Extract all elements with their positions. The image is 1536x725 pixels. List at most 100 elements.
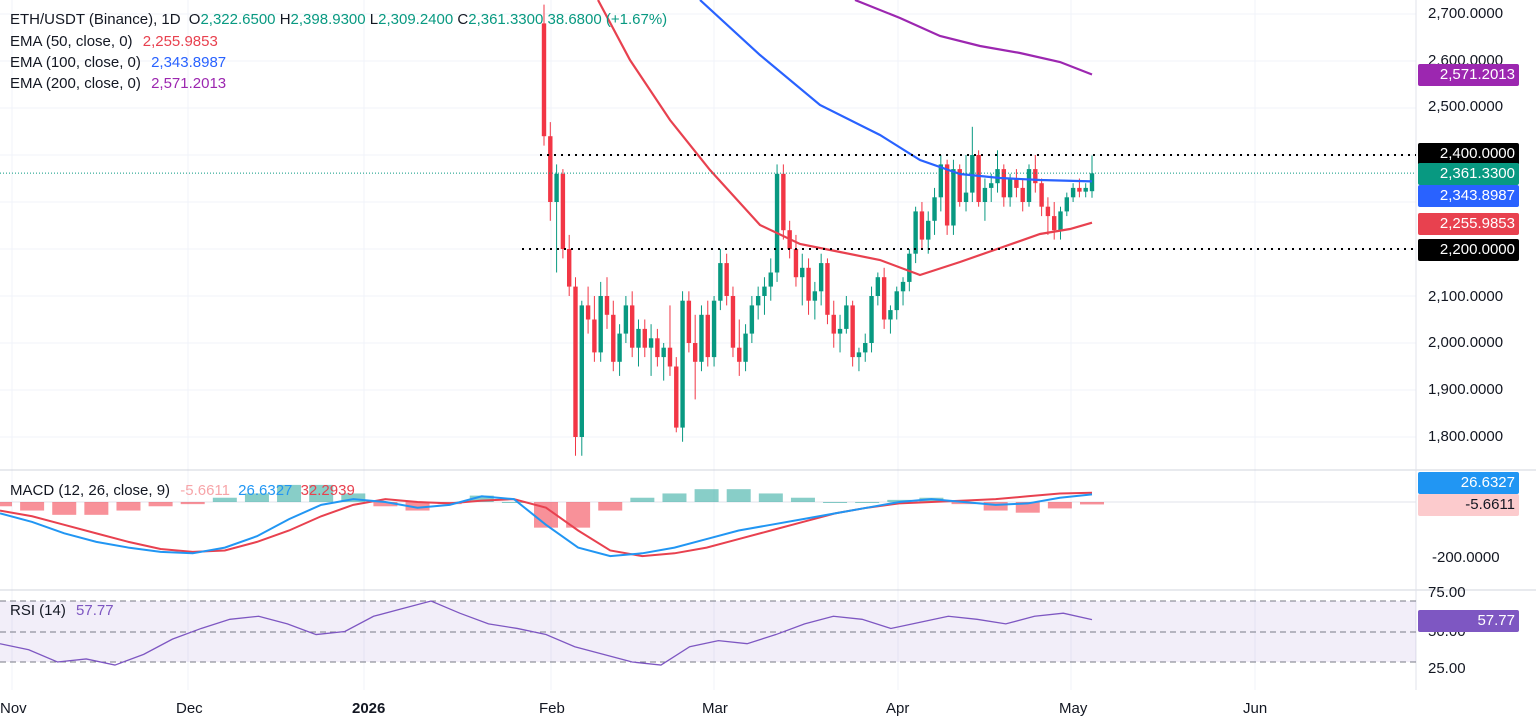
macd-histogram-bar [1080, 502, 1104, 505]
macd-histogram-bar [341, 493, 366, 502]
macd-tick-label: -200.0000 [1432, 549, 1500, 566]
macd-value: 26.6327 [238, 482, 293, 499]
time-tick-label: May [1059, 700, 1088, 717]
candle-body [579, 305, 584, 437]
candle-body [623, 305, 629, 334]
candle-body [1014, 178, 1019, 188]
candle-body [875, 277, 881, 296]
candle-body [825, 263, 830, 315]
macd-histogram-bar [373, 502, 398, 507]
candle-body [762, 286, 767, 296]
grid [0, 0, 1416, 690]
candle-body [674, 366, 679, 428]
candle-body [976, 155, 981, 202]
rsi-tick-label: 75.00 [1428, 584, 1466, 601]
price-tick-label: 2,500.0000 [1428, 98, 1504, 115]
candle-body [548, 136, 553, 202]
candle-body [686, 300, 692, 343]
macd-histogram-bar [887, 499, 912, 502]
macd-histogram-bar [630, 497, 655, 502]
candle-body [711, 300, 717, 358]
candle-body [699, 314, 704, 362]
ema200-label: EMA (200, close, 0) [10, 75, 141, 92]
price-tick-label: 2,000.0000 [1428, 334, 1504, 351]
ema100-value: 2,343.8987 [151, 54, 227, 71]
rsi-legend: RSI (14) 57.77 [10, 601, 114, 621]
rsi-label: RSI (14) [10, 602, 66, 619]
macd-histogram-bar [598, 502, 623, 511]
candle-body [800, 267, 805, 278]
candle-body [793, 249, 799, 278]
macd-histogram-bar [244, 493, 269, 502]
time-tick-label: Mar [702, 700, 728, 717]
candle-body [541, 23, 547, 137]
macd-histogram-bar [20, 502, 45, 511]
ema50-label: EMA (50, close, 0) [10, 33, 133, 50]
macd-legend: MACD (12, 26, close, 9) -5.6611 26.6327 … [10, 481, 355, 501]
candle-body [963, 192, 969, 202]
macd-histogram-bar [694, 489, 719, 502]
ema200-value: 2,571.2013 [151, 75, 227, 92]
candle-body [755, 296, 761, 306]
time-tick-label: Nov [0, 700, 27, 717]
macd-histogram-bar [501, 502, 526, 503]
macd-line [0, 493, 1093, 558]
macd-histogram-bar [469, 495, 494, 502]
rsi-line [0, 600, 1093, 666]
candle-body [837, 328, 843, 334]
candle-body [951, 169, 956, 226]
high-label: H [279, 11, 291, 28]
macd-histogram-bar [951, 502, 976, 505]
candle-body [888, 310, 893, 320]
macd-histogram-bar [148, 502, 173, 507]
candle-body [982, 187, 988, 202]
candle-body [730, 296, 736, 348]
candle-body [806, 267, 811, 301]
ema100-price-tag: 2,343.8987 [1418, 185, 1519, 207]
close-label: C [457, 11, 469, 28]
rsi-value: 57.77 [76, 602, 114, 619]
symbol-name: ETH/USDT (Binance), 1D [10, 11, 181, 28]
macd-signal-value: 32.2939 [300, 482, 355, 499]
macd-hist-tag: -5.6611 [1418, 494, 1519, 516]
candle-body [1089, 173, 1095, 192]
candle-body [1083, 187, 1088, 192]
candle-body [1007, 178, 1013, 198]
macd-histogram-bar [758, 493, 783, 502]
candle-body [680, 300, 685, 428]
macd-pane [0, 484, 1416, 558]
candle-body [1045, 206, 1051, 217]
ema100-legend: EMA (100, close, 0) 2,343.8987 [10, 53, 226, 73]
rsi-value-tag: 57.77 [1418, 610, 1519, 632]
rsi-pane [0, 600, 1093, 666]
macd-histogram-bar [823, 502, 848, 503]
macd-histogram-bar [212, 497, 237, 502]
level-2200-price-tag: 2,200.0000 [1418, 239, 1519, 261]
last-price-tag: 2,361.3300 [1418, 163, 1519, 185]
time-tick-label: Apr [886, 700, 910, 717]
time-tick-label: Jun [1243, 700, 1268, 717]
macd-histogram-bar [52, 502, 77, 515]
ema100-label: EMA (100, close, 0) [10, 54, 141, 71]
candle-body [611, 314, 616, 362]
candle-body [560, 173, 566, 249]
candle-body [705, 314, 710, 358]
macd-histogram-bar [790, 497, 815, 502]
candle-body [749, 305, 755, 334]
candle-body [863, 343, 868, 353]
macd-histogram-bar [116, 502, 141, 511]
candle-body [774, 173, 780, 273]
open-label: O [188, 11, 201, 28]
candle-body [970, 155, 975, 193]
candle-body [566, 249, 572, 287]
candle-body [592, 319, 597, 353]
price-tick-label: 2,100.0000 [1428, 288, 1504, 305]
candle-body [926, 220, 931, 240]
macd-histogram-bar [309, 484, 334, 502]
candle-body [919, 211, 925, 240]
macd-histogram-bar [855, 502, 880, 503]
macd-histogram-bar [277, 484, 302, 502]
macd-histogram-bar [1015, 502, 1040, 513]
candle-body [718, 263, 723, 301]
